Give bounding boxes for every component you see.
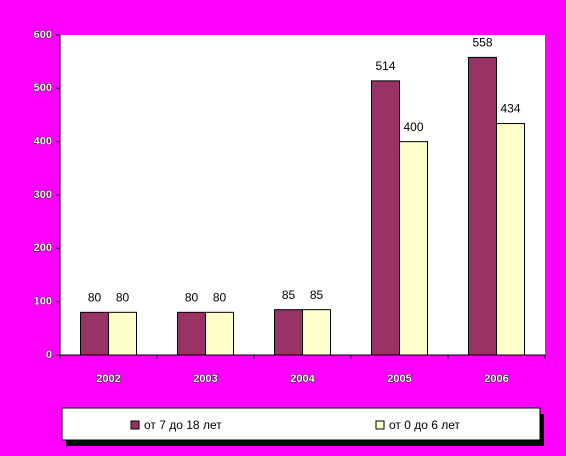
bar <box>108 311 137 356</box>
x-tick-label: 2003 <box>193 373 217 385</box>
data-label: 80 <box>185 291 199 305</box>
y-tick-label: 200 <box>34 242 52 254</box>
data-label: 434 <box>500 102 520 116</box>
x-tick-label: 2005 <box>387 373 411 385</box>
bar <box>302 309 331 356</box>
x-tick-label: 2002 <box>96 373 120 385</box>
bar <box>177 311 206 356</box>
bar <box>80 311 109 356</box>
bar <box>274 309 303 356</box>
legend-box <box>61 407 541 441</box>
y-tick-label: 500 <box>34 82 52 94</box>
data-label: 514 <box>375 59 395 73</box>
data-label: 400 <box>403 120 423 134</box>
x-tick-label: 2004 <box>290 373 315 385</box>
legend-swatch <box>375 420 385 430</box>
y-tick-label: 600 <box>34 29 52 41</box>
legend-label: от 7 до 18 лет <box>144 418 222 432</box>
bar <box>468 56 497 356</box>
legend-swatch <box>130 420 140 430</box>
data-label: 85 <box>310 288 324 302</box>
x-tick-label: 2006 <box>484 373 508 385</box>
bar <box>371 80 400 356</box>
data-label: 85 <box>282 288 296 302</box>
data-label: 558 <box>472 36 492 50</box>
data-label: 80 <box>88 291 102 305</box>
data-label: 80 <box>213 291 227 305</box>
bar <box>399 141 428 356</box>
y-tick-label: 300 <box>34 189 52 201</box>
bar <box>496 123 525 356</box>
y-tick-label: 0 <box>46 349 52 361</box>
plot-area <box>60 35 545 355</box>
data-label: 80 <box>116 291 130 305</box>
legend-label: от 0 до 6 лет <box>389 418 461 432</box>
y-tick-label: 100 <box>34 296 52 308</box>
bar <box>205 311 234 356</box>
y-tick-label: 400 <box>34 136 52 148</box>
